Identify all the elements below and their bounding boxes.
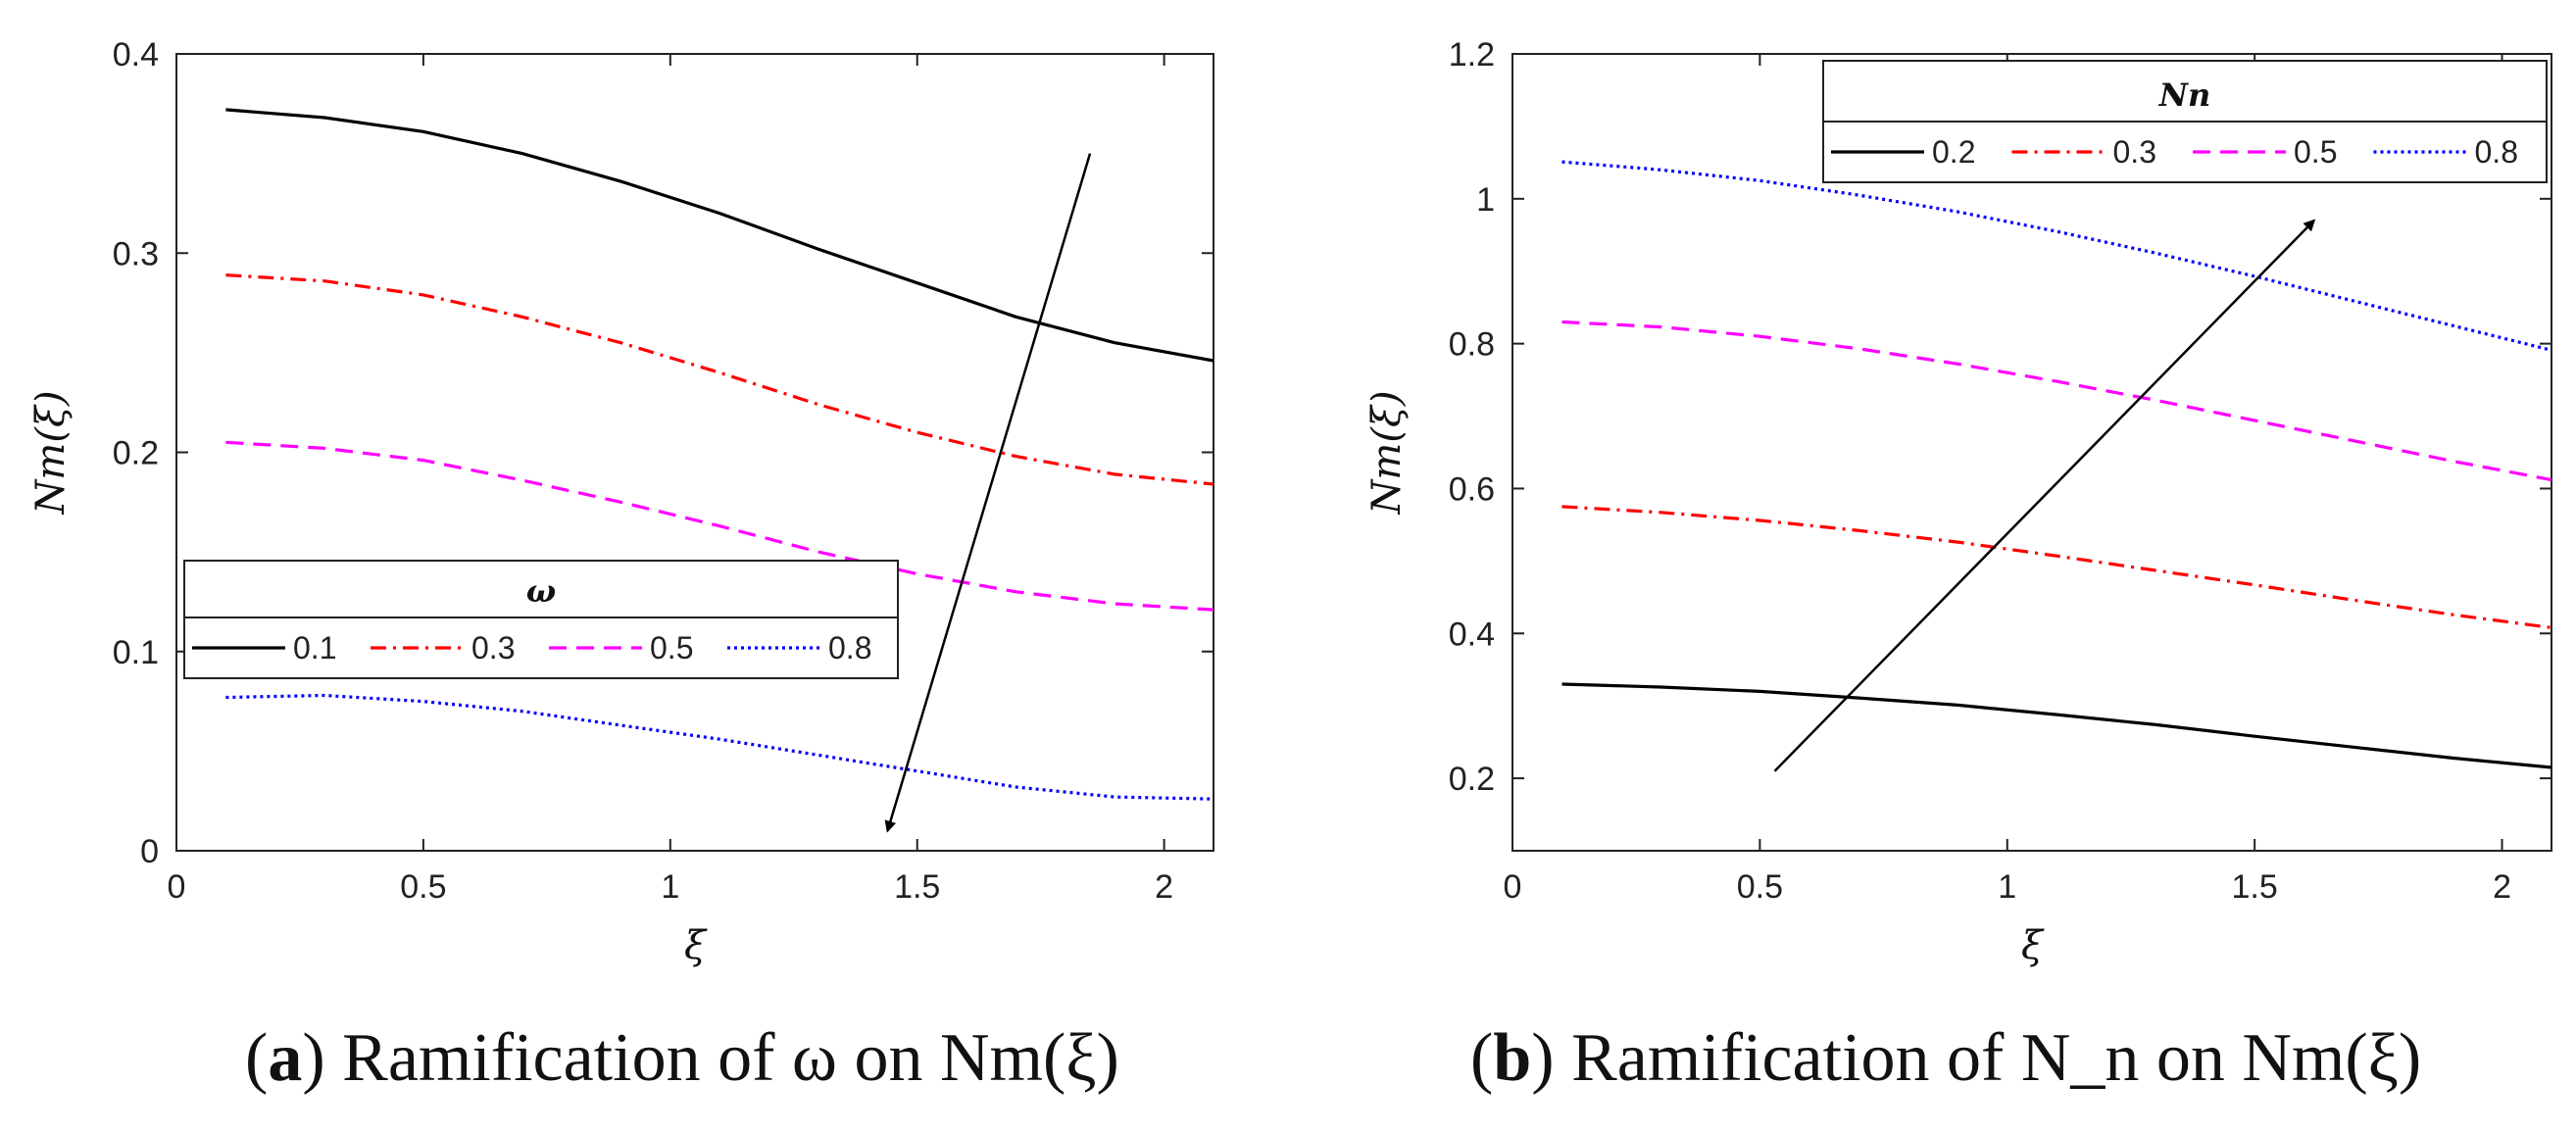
y-axis-label: Nm(ξ) bbox=[28, 390, 74, 515]
x-axis-label: ξ bbox=[684, 923, 708, 968]
x-tick-label: 1.5 bbox=[2232, 868, 2278, 906]
y-tick-label: 1.2 bbox=[1449, 36, 1495, 74]
series-line-0.3 bbox=[225, 273, 1214, 486]
legend-title: ω bbox=[526, 572, 556, 610]
legend: ω 0.1 0.3 0.5 0.8 bbox=[183, 560, 899, 679]
legend-label-0.1: 0.1 bbox=[293, 630, 336, 666]
x-tick-label: 1 bbox=[661, 868, 679, 906]
x-tick-label: 1.5 bbox=[894, 868, 940, 906]
y-tick-label: 0.4 bbox=[1449, 616, 1495, 653]
series-line-0.8 bbox=[1561, 160, 2551, 352]
y-axis-label: Nm(ξ) bbox=[1364, 390, 1410, 515]
y-tick-label: 0 bbox=[140, 833, 159, 870]
y-tick-label: 0.8 bbox=[1449, 326, 1495, 364]
y-tick-label: 1 bbox=[1476, 181, 1495, 219]
legend-label-0.2: 0.2 bbox=[1932, 134, 1975, 170]
legend-label-0.5: 0.5 bbox=[650, 630, 693, 666]
y-tick-label: 0.3 bbox=[113, 235, 159, 272]
legend: Nn 0.2 0.3 0.5 0.8 bbox=[1822, 60, 2548, 183]
caption-b-text: Ramification of N_n on Nm(ξ) bbox=[1571, 1020, 2422, 1096]
legend-box bbox=[183, 560, 899, 679]
legend-label-0.3: 0.3 bbox=[471, 630, 515, 666]
legend-label-0.5: 0.5 bbox=[2294, 134, 2337, 170]
y-tick-label: 0.2 bbox=[1449, 761, 1495, 798]
legend-label-0.8: 0.8 bbox=[2475, 134, 2518, 170]
x-tick-label: 0.5 bbox=[1737, 868, 1783, 906]
panel-b: 0 0.5 1 1.5 2 0.2 0.4 0.6 0.8 1 1.2 ξ Nm(ξ) Nn 0.2 0.3 0… bbox=[1364, 36, 2552, 968]
axes-box bbox=[175, 53, 1214, 852]
caption-b: (b) Ramification of N_n on Nm(ξ) bbox=[1470, 1019, 2421, 1098]
trend-arrow bbox=[884, 153, 1092, 833]
y-tick-label: 0.1 bbox=[113, 634, 159, 671]
legend-label-0.3: 0.3 bbox=[2113, 134, 2156, 170]
y-tick-label: 0.2 bbox=[113, 435, 159, 472]
x-tick-label: 0 bbox=[168, 868, 186, 906]
caption-a: (a) Ramification of ω on Nm(ξ) bbox=[245, 1019, 1119, 1098]
series-line-0.3 bbox=[1561, 505, 2551, 629]
x-tick-label: 0 bbox=[1504, 868, 1522, 906]
series-line-0.8 bbox=[225, 693, 1214, 801]
y-tick-label: 0.6 bbox=[1449, 470, 1495, 508]
series-line-0.5 bbox=[225, 440, 1214, 612]
caption-b-label: (b) bbox=[1470, 1020, 1555, 1096]
x-axis-label: ξ bbox=[2021, 923, 2045, 968]
series-line-0.5 bbox=[1561, 320, 2551, 482]
trend-arrow bbox=[1773, 219, 2316, 772]
legend-label-0.8: 0.8 bbox=[828, 630, 871, 666]
x-tick-label: 1 bbox=[1998, 868, 2016, 906]
series-line-0.1 bbox=[225, 108, 1214, 363]
x-tick-label: 2 bbox=[2493, 868, 2511, 906]
caption-a-text: Ramification of ω on Nm(ξ) bbox=[342, 1020, 1119, 1096]
caption-a-label: (a) bbox=[245, 1020, 325, 1096]
legend-title: Nn bbox=[2158, 76, 2211, 114]
y-tick-label: 0.4 bbox=[113, 36, 159, 74]
panel-a: 0 0.5 1 1.5 2 0 0.1 0.2 0.3 0.4 ξ Nm(ξ) ω 0.1 0.3 0.5 0.… bbox=[28, 36, 1214, 968]
axes-box bbox=[1511, 53, 2552, 852]
x-tick-label: 2 bbox=[1155, 868, 1173, 906]
series-line-0.2 bbox=[1561, 682, 2551, 769]
x-tick-label: 0.5 bbox=[400, 868, 446, 906]
